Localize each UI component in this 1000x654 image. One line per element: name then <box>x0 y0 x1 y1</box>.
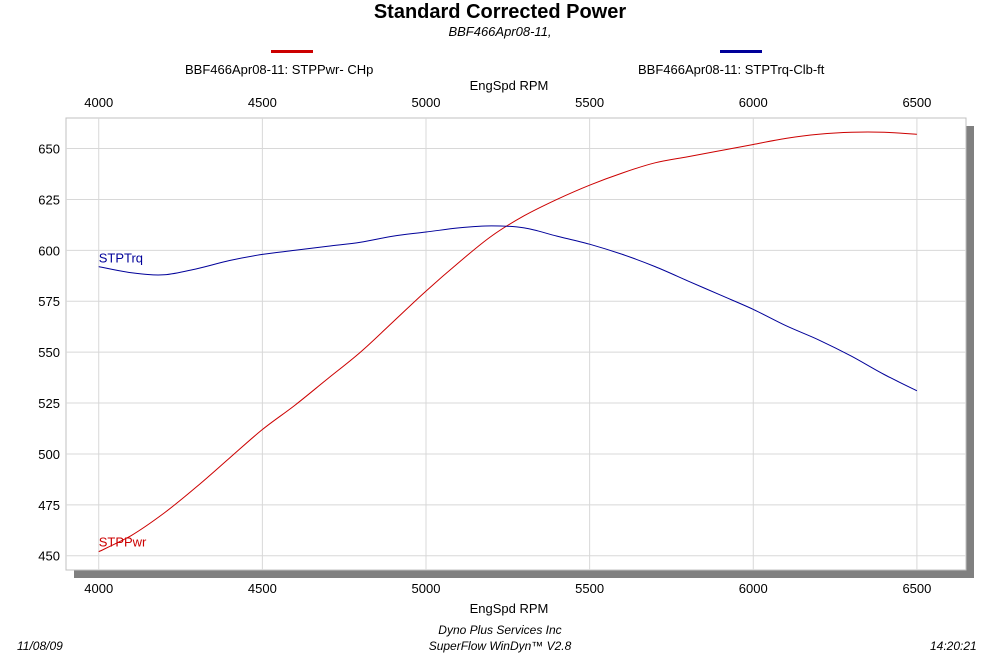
x-tick-label-top: 4000 <box>84 95 113 110</box>
y-tick-label: 575 <box>38 294 60 309</box>
series-line-stppwr <box>98 131 917 553</box>
footer-software: SuperFlow WinDyn™ V2.8 <box>428 639 572 653</box>
legend-label-power: BBF466Apr08-11: STPPwr- CHp <box>185 62 374 77</box>
series-label-stptrq: STPTrq <box>99 251 143 266</box>
x-tick-label-top: 6500 <box>902 95 931 110</box>
y-tick-label: 475 <box>38 498 60 513</box>
legend-swatch-power <box>271 50 313 53</box>
x-tick-label-top: 5500 <box>575 95 604 110</box>
x-tick-label-top: 5000 <box>412 95 441 110</box>
y-tick-label: 625 <box>38 192 60 207</box>
y-tick-label: 525 <box>38 396 60 411</box>
x-axis-title-bottom: EngSpd RPM <box>469 601 549 616</box>
x-axis-title-top: EngSpd RPM <box>469 78 549 93</box>
footer-company: Dyno Plus Services Inc <box>438 623 562 637</box>
legend-swatch-torque <box>720 50 762 53</box>
y-tick-label: 650 <box>38 142 60 157</box>
chart-subtitle: BBF466Apr08-11, <box>448 24 552 39</box>
chart-title: Standard Corrected Power <box>373 1 627 23</box>
x-tick-label-bottom: 6000 <box>739 581 768 596</box>
plot-area <box>65 117 967 571</box>
x-tick-label-bottom: 4000 <box>84 581 113 596</box>
y-tick-label: 500 <box>38 447 60 462</box>
footer-date: 11/08/09 <box>17 639 63 653</box>
x-tick-label-bottom: 4500 <box>248 581 277 596</box>
x-tick-label-bottom: 5000 <box>412 581 441 596</box>
footer-time: 14:20:21 <box>930 639 977 653</box>
x-tick-label-bottom: 6500 <box>902 581 931 596</box>
y-tick-label: 450 <box>38 549 60 564</box>
legend-label-torque: BBF466Apr08-11: STPTrq-Clb-ft <box>638 62 825 77</box>
series-label-stppwr: STPPwr <box>99 535 147 550</box>
x-tick-label-top: 6000 <box>739 95 768 110</box>
series-line-stptrq <box>98 225 918 392</box>
y-tick-label: 550 <box>38 345 60 360</box>
x-tick-label-top: 4500 <box>248 95 277 110</box>
x-tick-label-bottom: 5500 <box>575 581 604 596</box>
y-tick-label: 600 <box>38 243 60 258</box>
